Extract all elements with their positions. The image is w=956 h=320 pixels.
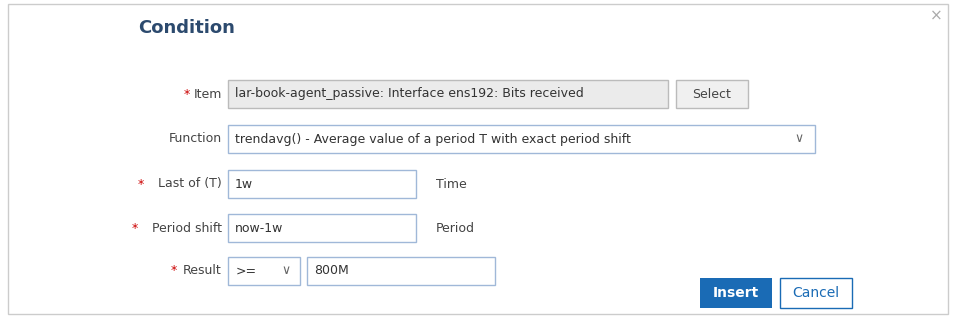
Text: *: * (171, 265, 182, 277)
Text: Insert: Insert (713, 286, 759, 300)
Text: ×: × (929, 9, 943, 23)
Text: *: * (132, 221, 142, 235)
Bar (228, 170, 416, 198)
Text: *: * (139, 178, 149, 190)
Bar (228, 80, 668, 108)
Bar (307, 257, 495, 285)
Bar (676, 80, 748, 108)
Text: Last of (T): Last of (T) (159, 178, 222, 190)
Text: ∨: ∨ (794, 132, 804, 146)
Text: now-1w: now-1w (235, 221, 283, 235)
Bar (780, 278, 852, 308)
Text: Result: Result (184, 265, 222, 277)
Text: Select: Select (692, 87, 731, 100)
Text: 1w: 1w (235, 178, 253, 190)
Text: Period: Period (436, 221, 475, 235)
Bar (228, 125, 815, 153)
Text: 800M: 800M (314, 265, 349, 277)
Text: Period shift: Period shift (152, 221, 222, 235)
Text: Function: Function (169, 132, 222, 146)
Text: >=: >= (236, 265, 257, 277)
Bar (700, 278, 772, 308)
Text: *: * (184, 87, 194, 100)
Bar (228, 257, 300, 285)
Text: trendavg() - Average value of a period T with exact period shift: trendavg() - Average value of a period T… (235, 132, 631, 146)
Text: ∨: ∨ (281, 265, 291, 277)
Text: Time: Time (436, 178, 467, 190)
Bar (228, 214, 416, 242)
Text: Condition: Condition (138, 19, 235, 37)
Text: lar-book-agent_passive: Interface ens192: Bits received: lar-book-agent_passive: Interface ens192… (235, 87, 584, 100)
Text: Cancel: Cancel (793, 286, 839, 300)
Text: Item: Item (194, 87, 222, 100)
